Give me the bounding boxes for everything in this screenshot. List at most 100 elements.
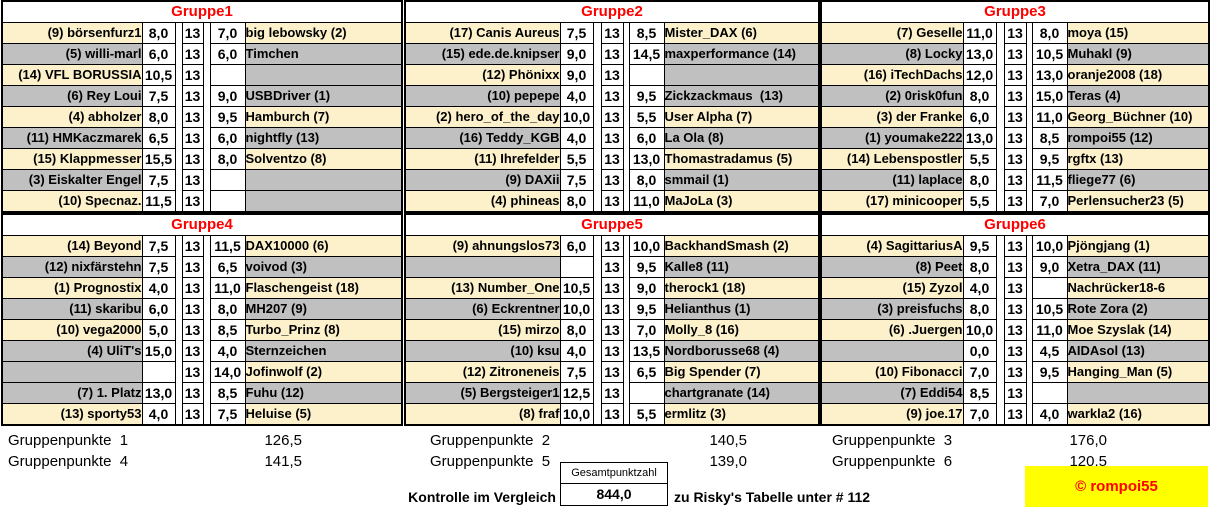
spacer bbox=[175, 235, 182, 257]
spacer bbox=[1026, 361, 1032, 383]
player-name-right: Nordborusse68 (4) bbox=[663, 340, 820, 362]
round-count: 13 bbox=[181, 319, 204, 341]
player-name-right: Thomastradamus (5) bbox=[663, 148, 820, 170]
spacer bbox=[203, 403, 210, 425]
spacer bbox=[203, 298, 210, 320]
score-right: 9,5 bbox=[628, 256, 665, 278]
round-count: 13 bbox=[1003, 64, 1027, 86]
spacer bbox=[593, 85, 601, 107]
round-count: 13 bbox=[1003, 235, 1027, 257]
spacer bbox=[593, 319, 601, 341]
spacer bbox=[203, 190, 210, 212]
spacer bbox=[175, 22, 182, 44]
score-right: 8,5 bbox=[1031, 127, 1068, 149]
spacer bbox=[593, 148, 601, 170]
spacer bbox=[175, 148, 182, 170]
player-name-right: Fuhu (12) bbox=[244, 382, 403, 404]
player-name-right bbox=[244, 64, 403, 86]
round-count: 13 bbox=[1003, 277, 1027, 299]
round-count: 13 bbox=[600, 277, 624, 299]
score-left: 8,0 bbox=[962, 85, 997, 107]
player-name-right: Kalle8 (11) bbox=[663, 256, 820, 278]
round-count: 13 bbox=[181, 85, 204, 107]
spacer bbox=[175, 64, 182, 86]
spacer bbox=[1026, 319, 1032, 341]
player-name-left bbox=[1, 361, 143, 383]
spacer bbox=[203, 148, 210, 170]
score-right: 8,0 bbox=[1031, 22, 1068, 44]
spacer bbox=[996, 319, 1004, 341]
spacer bbox=[593, 169, 601, 191]
spacer bbox=[996, 382, 1004, 404]
player-name-left: (9) DAXii bbox=[404, 169, 561, 191]
player-name-right: Molly_8 (16) bbox=[663, 319, 820, 341]
player-name-right: chartgranate (14) bbox=[663, 382, 820, 404]
spacer bbox=[203, 169, 210, 191]
score-left: 7,5 bbox=[141, 235, 176, 257]
player-name-right: USBDriver (1) bbox=[244, 85, 403, 107]
group-table: Gruppe3 (7) Geselle 11,0 13 8,0 moya (15) (8) … bbox=[820, 0, 1210, 213]
score-left: 7,0 bbox=[962, 361, 997, 383]
score-left: 5,0 bbox=[141, 319, 176, 341]
group-points-label-6: Gruppenpunkte 6 bbox=[832, 453, 953, 470]
credit-text: © rompoi55 bbox=[1075, 478, 1158, 495]
spacer bbox=[1026, 403, 1032, 425]
score-left: 5,5 bbox=[962, 148, 997, 170]
spacer bbox=[175, 298, 182, 320]
score-right: 13,5 bbox=[628, 340, 665, 362]
spacer bbox=[593, 361, 601, 383]
round-count: 13 bbox=[600, 43, 624, 65]
score-left: 8,0 bbox=[141, 22, 176, 44]
score-right: 10,5 bbox=[1031, 43, 1068, 65]
score-left: 10,5 bbox=[141, 64, 176, 86]
spacer bbox=[203, 64, 210, 86]
player-name-left: (11) Ihrefelder bbox=[404, 148, 561, 170]
spacer bbox=[203, 22, 210, 44]
spacer bbox=[1026, 169, 1032, 191]
spacer bbox=[996, 277, 1004, 299]
score-right: 7,5 bbox=[209, 403, 246, 426]
score-left: 10,0 bbox=[559, 403, 594, 426]
player-name-left: (12) Phönixx bbox=[404, 64, 561, 86]
score-left: 8,0 bbox=[962, 298, 997, 320]
group-points-value-4: 141,5 bbox=[264, 453, 302, 470]
player-name-right: DAX10000 (6) bbox=[244, 235, 403, 257]
spacer bbox=[623, 298, 629, 320]
round-count: 13 bbox=[1003, 148, 1027, 170]
round-count: 13 bbox=[1003, 340, 1027, 362]
spacer bbox=[203, 43, 210, 65]
score-right: 8,5 bbox=[628, 22, 665, 44]
player-name-right: smmail (1) bbox=[663, 169, 820, 191]
group-points-value-3: 176,0 bbox=[1069, 432, 1107, 449]
spacer bbox=[203, 319, 210, 341]
score-left: 6,0 bbox=[559, 235, 594, 257]
spacer bbox=[623, 403, 629, 425]
spacer bbox=[593, 22, 601, 44]
player-name-right: AIDAsol (13) bbox=[1066, 340, 1210, 362]
spacer bbox=[175, 85, 182, 107]
player-name-left: (9) ahnungslos73 bbox=[404, 235, 561, 257]
score-right: 8,0 bbox=[628, 169, 665, 191]
group-points-value-2: 140,5 bbox=[709, 432, 747, 449]
group-title: Gruppe2 bbox=[405, 1, 819, 23]
spacer bbox=[623, 190, 629, 212]
spacer bbox=[996, 127, 1004, 149]
player-name-left bbox=[404, 256, 561, 278]
score-right: 4,0 bbox=[209, 340, 246, 362]
kontrolle-note: zu Risky's Tabelle unter # 112 bbox=[674, 489, 871, 505]
round-count: 13 bbox=[1003, 298, 1027, 320]
player-name-left: (2) hero_of_the_day bbox=[404, 106, 561, 128]
player-name-right: nightfly (13) bbox=[244, 127, 403, 149]
spacer bbox=[593, 106, 601, 128]
score-left: 11,5 bbox=[141, 190, 176, 213]
player-name-right: big lebowsky (2) bbox=[244, 22, 403, 44]
player-name-right: Pjöngjang (1) bbox=[1066, 235, 1210, 257]
player-name-left bbox=[820, 340, 964, 362]
spacer bbox=[1026, 340, 1032, 362]
spacer bbox=[593, 277, 601, 299]
round-count: 13 bbox=[181, 169, 204, 191]
score-left: 7,5 bbox=[141, 169, 176, 191]
spacer bbox=[623, 256, 629, 278]
round-count: 13 bbox=[600, 169, 624, 191]
score-right: 11,0 bbox=[1031, 319, 1068, 341]
